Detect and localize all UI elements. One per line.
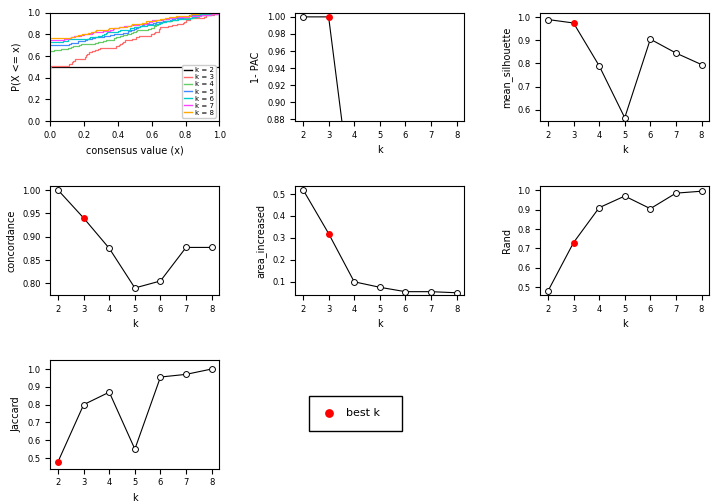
Y-axis label: Rand: Rand: [502, 228, 512, 253]
Point: [348, 214, 360, 222]
Point: [206, 243, 217, 251]
Point: [323, 13, 334, 21]
Point: [542, 287, 554, 295]
Point: [644, 205, 656, 213]
Point: [206, 365, 217, 373]
Point: [180, 243, 192, 251]
Point: [696, 187, 707, 195]
X-axis label: k: k: [377, 146, 382, 155]
Point: [619, 192, 631, 200]
Point: [323, 229, 334, 237]
Point: [180, 370, 192, 379]
Y-axis label: Jaccard: Jaccard: [12, 397, 22, 432]
Y-axis label: P(X <= x): P(X <= x): [12, 43, 22, 91]
Point: [129, 284, 140, 292]
Point: [155, 277, 166, 285]
Point: [374, 283, 386, 291]
X-axis label: k: k: [132, 493, 138, 503]
Legend: k = 2, k = 3, k = 4, k = 5, k = 6, k = 7, k = 8: k = 2, k = 3, k = 4, k = 5, k = 6, k = 7…: [181, 66, 216, 118]
X-axis label: k: k: [622, 146, 628, 155]
Y-axis label: mean_silhouette: mean_silhouette: [501, 26, 512, 107]
Point: [644, 35, 656, 43]
Point: [155, 373, 166, 381]
Point: [297, 185, 309, 194]
Bar: [309, 396, 402, 431]
X-axis label: consensus value (x): consensus value (x): [86, 146, 184, 155]
Point: [696, 60, 707, 69]
Point: [542, 16, 554, 24]
Point: [297, 13, 309, 21]
Point: [426, 221, 437, 229]
Point: [104, 388, 115, 396]
Point: [78, 401, 89, 409]
Point: [426, 288, 437, 296]
X-axis label: k: k: [377, 319, 382, 329]
Point: [451, 184, 462, 192]
Point: [568, 19, 580, 27]
Point: [53, 458, 64, 466]
Point: [400, 205, 411, 213]
Point: [619, 114, 631, 122]
Point: [670, 49, 682, 57]
Point: [323, 409, 335, 417]
Y-axis label: 1- PAC: 1- PAC: [251, 51, 261, 83]
Point: [593, 204, 605, 212]
Point: [568, 238, 580, 246]
Text: best k: best k: [346, 408, 380, 418]
Point: [78, 214, 89, 222]
Point: [53, 186, 64, 194]
Point: [348, 278, 360, 286]
X-axis label: k: k: [132, 319, 138, 329]
Point: [670, 189, 682, 197]
Point: [374, 157, 386, 165]
X-axis label: k: k: [622, 319, 628, 329]
Point: [104, 244, 115, 253]
Point: [129, 445, 140, 453]
Y-axis label: area_increased: area_increased: [256, 204, 267, 278]
Y-axis label: concordance: concordance: [6, 210, 17, 272]
Point: [400, 288, 411, 296]
Point: [451, 289, 462, 297]
Point: [593, 61, 605, 70]
